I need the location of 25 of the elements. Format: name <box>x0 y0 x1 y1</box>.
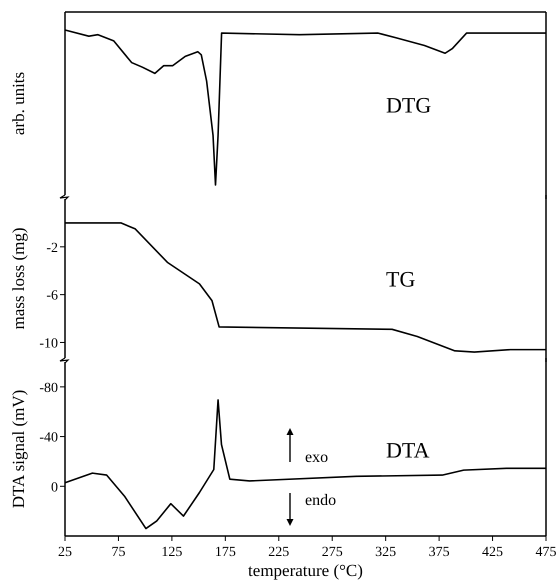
annotation: exo <box>305 449 328 466</box>
x-tick-label: 325 <box>375 545 396 560</box>
x-tick-label: 25 <box>58 545 72 560</box>
y-axis-title: mass loss (mg) <box>9 228 28 330</box>
annotation: endo <box>305 492 336 509</box>
x-tick-label: 275 <box>322 545 343 560</box>
annotation: TG <box>386 266 416 292</box>
y-axis-title: arb. units <box>9 72 28 136</box>
x-tick-label: 125 <box>161 545 182 560</box>
y-tick-label: -10 <box>39 336 58 352</box>
x-tick-label: 175 <box>214 545 236 560</box>
annotation: DTA <box>386 438 430 463</box>
y-tick-label: -2 <box>46 240 58 256</box>
y-tick-label: 0 <box>51 480 58 496</box>
y-tick-label: -40 <box>39 430 58 446</box>
annotation: DTG <box>386 92 432 118</box>
x-tick-label: 225 <box>268 545 290 560</box>
y-tick-label: -80 <box>39 380 58 396</box>
x-axis-title: temperature (°C) <box>248 561 363 580</box>
x-tick-label: 425 <box>482 545 504 560</box>
y-axis-title: DTA signal (mV) <box>9 390 28 508</box>
x-tick-label: 375 <box>428 545 450 560</box>
y-tick-label: -6 <box>46 288 58 304</box>
x-tick-label: 75 <box>111 545 126 560</box>
x-tick-label: 475 <box>536 545 556 560</box>
